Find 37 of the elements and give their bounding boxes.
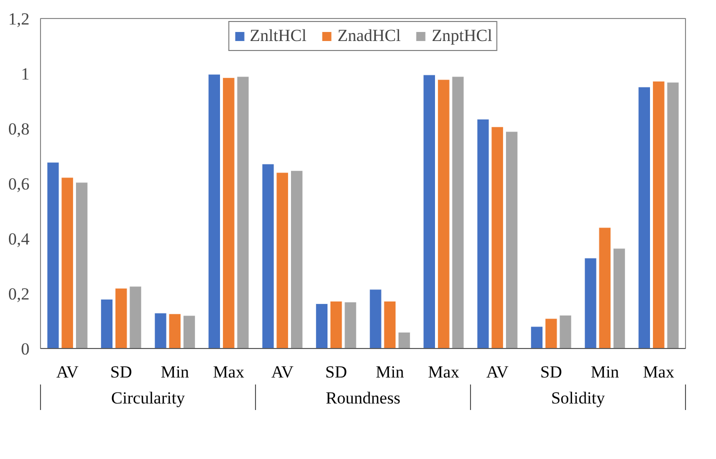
x-tick-label: SD [540, 362, 562, 382]
x-tick-label: AV [56, 362, 80, 382]
legend-label: ZnptHCl [432, 26, 492, 46]
x-tick-label: Min [376, 362, 405, 382]
x-tick-label: Max [213, 362, 245, 382]
y-tick-label: 0 [21, 340, 30, 358]
y-tick-label: 1 [21, 64, 30, 84]
legend-label: ZnltHCl [250, 26, 306, 46]
x-tick-label: Max [643, 362, 675, 382]
y-tick-label: 0,6 [8, 174, 30, 194]
text: Circularity [111, 388, 186, 408]
bar [182, 315, 196, 348]
bar [75, 182, 88, 348]
bar [398, 332, 410, 348]
legend-label: ZnadHCl [337, 26, 401, 46]
y-tick-label: 0,8 [8, 120, 30, 138]
bar [208, 74, 221, 348]
bar [100, 299, 114, 348]
bar [638, 86, 651, 348]
bar [505, 131, 518, 348]
y-tick-label: 1,2 [8, 10, 30, 28]
x-tick-label: Min [590, 362, 620, 382]
x-tick-label: AV [271, 362, 294, 382]
bar [530, 326, 544, 348]
text: Solidity [551, 388, 606, 408]
bar [316, 303, 328, 348]
y-tick-label: 0,2 [8, 284, 30, 304]
y-tick-label: 0,4 [8, 230, 30, 248]
x-tick-label: SD [110, 362, 132, 382]
bar [423, 74, 436, 348]
text: Roundness [326, 388, 400, 408]
x-tick-label: AV [486, 362, 510, 382]
x-tick-label: Max [428, 362, 460, 382]
x-tick-label: Min [160, 362, 190, 382]
x-tick-label: SD [325, 362, 347, 382]
bar [612, 248, 626, 348]
bar [290, 170, 303, 348]
